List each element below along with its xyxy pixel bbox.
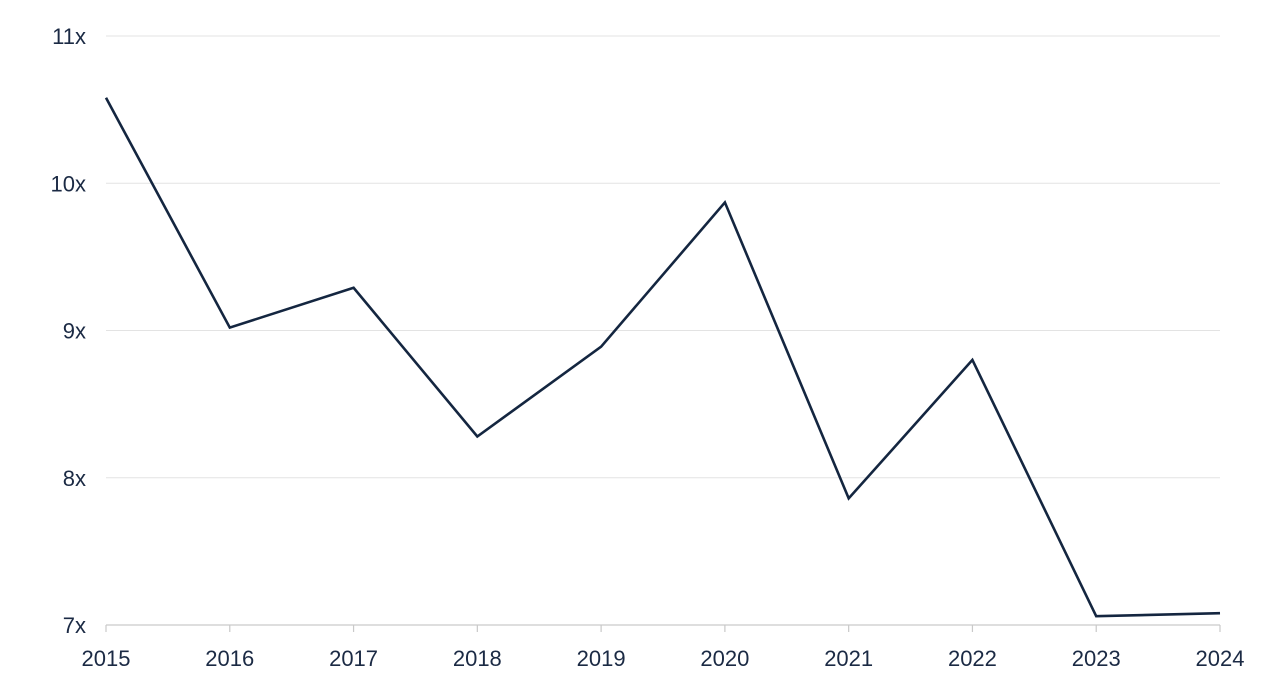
x-tick-label: 2018 bbox=[453, 646, 502, 671]
y-tick-label: 9x bbox=[63, 319, 86, 344]
y-tick-label: 8x bbox=[63, 466, 86, 491]
y-tick-label: 11x bbox=[52, 24, 86, 49]
series-line-0 bbox=[104, 97, 1221, 618]
x-tick-label: 2020 bbox=[700, 646, 749, 671]
x-tick-label: 2022 bbox=[948, 646, 997, 671]
series-layer bbox=[104, 97, 1221, 618]
x-tick-label: 2019 bbox=[577, 646, 626, 671]
x-tick-label: 2017 bbox=[329, 646, 378, 671]
tick-labels: 7x 8x 9x 10x 11x 2015 2016 2017 2018 2019 2020 2021… bbox=[51, 24, 1245, 671]
x-tick-label: 2023 bbox=[1072, 646, 1121, 671]
x-tick-label: 2024 bbox=[1196, 646, 1245, 671]
x-tick-label: 2015 bbox=[82, 646, 131, 671]
y-tick-label: 7x bbox=[63, 613, 86, 638]
axes bbox=[105, 624, 1221, 632]
x-tick-label: 2016 bbox=[205, 646, 254, 671]
x-tick-label: 2021 bbox=[824, 646, 873, 671]
gridlines bbox=[106, 35, 1220, 479]
y-tick-label: 10x bbox=[51, 171, 86, 196]
